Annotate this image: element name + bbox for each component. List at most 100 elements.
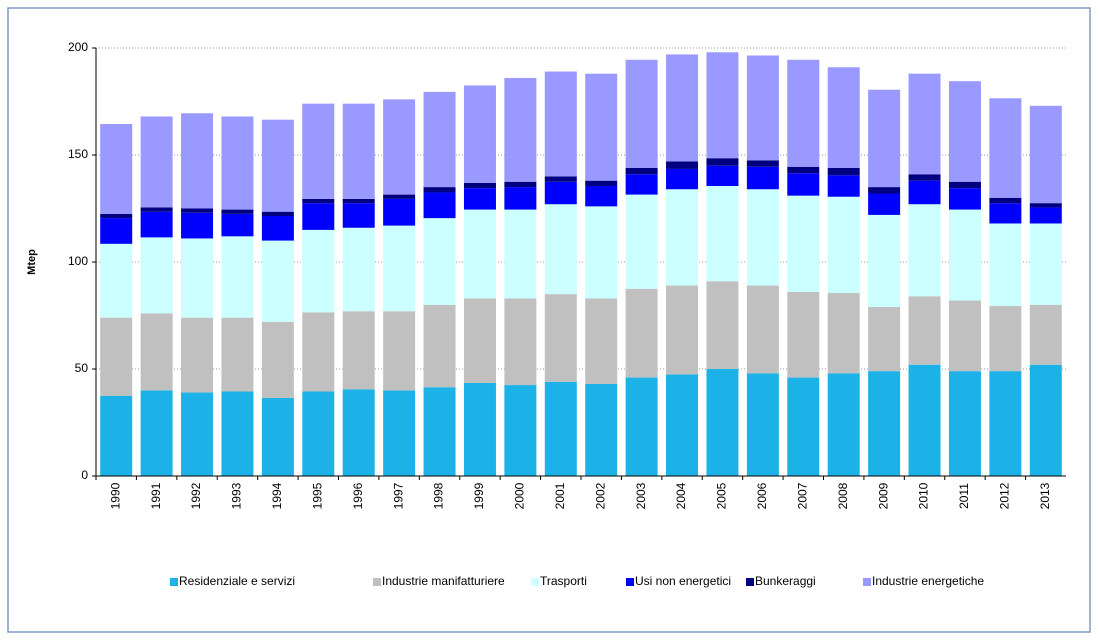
bar-segment bbox=[585, 73, 618, 181]
bar-segment bbox=[342, 389, 375, 476]
bar-segment bbox=[221, 209, 254, 214]
bar-segment bbox=[423, 187, 456, 193]
bar-segment bbox=[544, 71, 577, 177]
bar-segment bbox=[666, 161, 699, 169]
bar-segment bbox=[342, 203, 375, 228]
bar-segment bbox=[787, 59, 820, 167]
bar-segment bbox=[342, 103, 375, 199]
x-tick-label: 1997 bbox=[391, 482, 405, 509]
bar-segment bbox=[948, 300, 981, 372]
bar-segment bbox=[100, 213, 133, 219]
x-tick-label: 2001 bbox=[553, 482, 567, 509]
bar-segment bbox=[181, 238, 214, 318]
bar-segment bbox=[140, 390, 173, 476]
bar-segment bbox=[827, 67, 860, 168]
bar-segment bbox=[100, 123, 133, 214]
bar-segment bbox=[585, 206, 618, 299]
bar-segment bbox=[625, 167, 658, 175]
bar-segment bbox=[746, 55, 779, 161]
x-tick-label: 2010 bbox=[917, 482, 931, 509]
bar-segment bbox=[544, 176, 577, 182]
bar-segment bbox=[544, 181, 577, 205]
bar-segment bbox=[706, 186, 739, 282]
x-tick-label: 1994 bbox=[270, 482, 284, 509]
bar-segment bbox=[423, 218, 456, 305]
bar-segment bbox=[302, 391, 335, 476]
bar-segment bbox=[221, 236, 254, 318]
y-tick-label: 150 bbox=[68, 147, 88, 161]
bar-segment bbox=[261, 240, 294, 322]
bar-segment bbox=[706, 281, 739, 369]
bar-segment bbox=[261, 321, 294, 398]
bar-segment bbox=[342, 198, 375, 204]
bar-segment bbox=[342, 227, 375, 312]
bar-segment bbox=[585, 180, 618, 187]
bar-segment bbox=[100, 317, 133, 396]
bar-segment bbox=[706, 158, 739, 166]
bar-segment bbox=[181, 317, 214, 393]
bar-segment bbox=[302, 229, 335, 313]
bar-segment bbox=[868, 89, 901, 188]
bar-segment bbox=[868, 214, 901, 307]
bar-segment bbox=[989, 98, 1022, 198]
x-tick-label: 1998 bbox=[432, 482, 446, 509]
bar-segment bbox=[302, 312, 335, 392]
bar-segment bbox=[746, 373, 779, 476]
bar-segment bbox=[706, 52, 739, 159]
bar-segment bbox=[787, 173, 820, 196]
legend-swatch bbox=[626, 578, 634, 586]
bar-segment bbox=[1029, 364, 1062, 476]
bar-segment bbox=[181, 392, 214, 476]
bar-segment bbox=[221, 391, 254, 476]
bar-segment bbox=[666, 285, 699, 375]
bar-segment bbox=[948, 209, 981, 301]
bar-segment bbox=[1029, 203, 1062, 208]
x-tick-label: 2012 bbox=[998, 482, 1012, 509]
bar-segment bbox=[383, 99, 416, 195]
bar-segment bbox=[181, 212, 214, 239]
bar-segment bbox=[787, 377, 820, 476]
bar-segment bbox=[1029, 207, 1062, 224]
x-tick-label: 2004 bbox=[674, 482, 688, 509]
bar-segment bbox=[787, 166, 820, 174]
bar-segment bbox=[706, 165, 739, 187]
bar-segment bbox=[908, 296, 941, 365]
x-tick-label: 2002 bbox=[593, 482, 607, 509]
legend-swatch bbox=[170, 578, 178, 586]
y-tick-label: 0 bbox=[81, 468, 88, 482]
bar-segment bbox=[504, 77, 537, 182]
bar-segment bbox=[827, 196, 860, 294]
bar-segment bbox=[1029, 223, 1062, 305]
bar-segment bbox=[383, 225, 416, 312]
y-tick-label: 50 bbox=[75, 361, 89, 375]
bar-segment bbox=[625, 59, 658, 168]
bar-segment bbox=[746, 166, 779, 190]
bar-segment bbox=[463, 298, 496, 383]
bar-segment bbox=[666, 374, 699, 476]
bar-segment bbox=[868, 371, 901, 476]
legend-label: Bunkeraggi bbox=[755, 574, 816, 588]
legend-label: Industrie manifatturiere bbox=[382, 574, 505, 588]
bar-segment bbox=[504, 298, 537, 386]
bar-segment bbox=[585, 298, 618, 384]
bar-segment bbox=[585, 383, 618, 476]
x-tick-label: 1995 bbox=[310, 482, 324, 509]
bar-segment bbox=[625, 288, 658, 378]
bar-segment bbox=[1029, 304, 1062, 365]
legend-swatch bbox=[863, 578, 871, 586]
x-tick-label: 2011 bbox=[957, 483, 971, 509]
bar-segment bbox=[989, 223, 1022, 306]
legend-label: Trasporti bbox=[540, 574, 587, 588]
bar-segment bbox=[746, 160, 779, 167]
bar-segment bbox=[989, 371, 1022, 476]
x-tick-label: 2009 bbox=[876, 482, 890, 509]
bar-segment bbox=[100, 218, 133, 244]
bar-segment bbox=[100, 395, 133, 476]
bar-segment bbox=[302, 103, 335, 199]
bar-segment bbox=[221, 213, 254, 237]
bar-segment bbox=[666, 168, 699, 190]
bar-segment bbox=[908, 204, 941, 297]
bar-segment bbox=[544, 294, 577, 382]
x-tick-label: 1996 bbox=[351, 482, 365, 509]
